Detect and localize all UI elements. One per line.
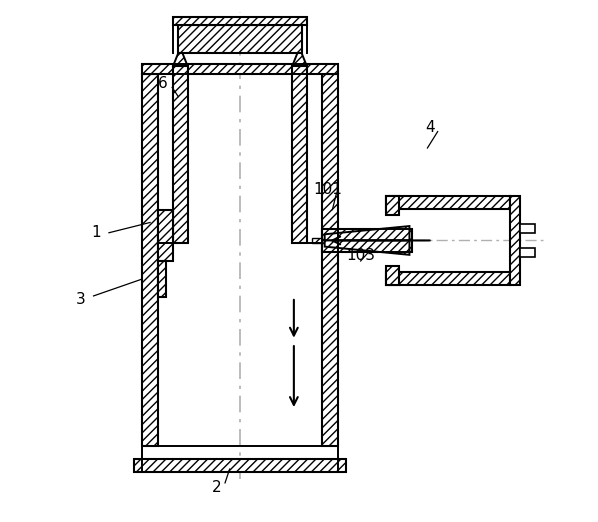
Bar bbox=[386, 266, 399, 285]
Bar bbox=[509, 196, 520, 285]
Bar bbox=[178, 25, 301, 53]
Bar bbox=[173, 17, 307, 25]
Bar bbox=[322, 74, 337, 446]
Polygon shape bbox=[325, 241, 410, 255]
Bar bbox=[158, 261, 166, 297]
Bar bbox=[520, 223, 535, 233]
Bar bbox=[386, 196, 509, 209]
Bar bbox=[312, 238, 322, 243]
Bar bbox=[386, 196, 399, 215]
Polygon shape bbox=[325, 226, 410, 241]
Bar bbox=[173, 66, 188, 243]
Polygon shape bbox=[173, 53, 188, 66]
Text: 6: 6 bbox=[158, 76, 168, 91]
Bar bbox=[322, 241, 412, 252]
Text: 3: 3 bbox=[76, 292, 86, 307]
Text: 4: 4 bbox=[425, 120, 435, 135]
Text: 1: 1 bbox=[91, 226, 101, 240]
Bar bbox=[292, 66, 307, 243]
Bar bbox=[133, 459, 346, 471]
Bar bbox=[142, 74, 158, 446]
Text: 2: 2 bbox=[212, 480, 222, 494]
Bar bbox=[158, 210, 173, 261]
Bar bbox=[386, 272, 509, 285]
Text: 103: 103 bbox=[346, 248, 375, 264]
Polygon shape bbox=[292, 53, 307, 66]
Bar bbox=[520, 248, 535, 257]
Bar bbox=[322, 229, 412, 241]
Bar bbox=[142, 64, 337, 74]
Text: 101: 101 bbox=[313, 182, 341, 197]
